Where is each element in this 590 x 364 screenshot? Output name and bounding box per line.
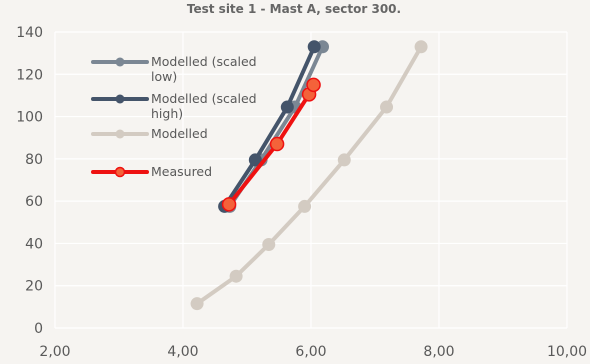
data-point <box>280 100 294 114</box>
data-point <box>306 77 321 93</box>
legend-entry: Measured <box>91 164 212 179</box>
x-tick-label: 8,00 <box>423 344 454 360</box>
legend-label: Measured <box>151 164 212 179</box>
x-tick-label: 10,00 <box>547 344 587 360</box>
data-point <box>414 40 428 54</box>
y-tick-label: 40 <box>25 236 43 252</box>
legend-label: high) <box>151 106 183 121</box>
data-point <box>298 199 312 213</box>
data-point <box>269 136 285 152</box>
legend-label: Modelled (scaled <box>151 54 257 69</box>
series-measured <box>221 77 321 212</box>
data-point <box>248 153 262 167</box>
series-modelled <box>190 40 428 311</box>
y-tick-label: 60 <box>25 194 43 210</box>
x-tick-label: 4,00 <box>167 344 198 360</box>
legend-entry: Modelled <box>91 126 208 141</box>
legend-swatch-marker <box>115 57 125 67</box>
series <box>190 40 428 311</box>
y-tick-label: 120 <box>16 67 43 83</box>
legend-label: Modelled (scaled <box>151 91 257 106</box>
data-point <box>190 297 204 311</box>
data-point <box>337 153 351 167</box>
data-point <box>380 100 394 114</box>
x-tick-label: 2,00 <box>39 344 70 360</box>
y-tick-label: 80 <box>25 152 43 168</box>
data-point <box>262 237 276 251</box>
data-point <box>229 269 243 283</box>
series-line <box>222 44 317 209</box>
tick-labels: 2,00 4,00 6,00 8,00 10,00 0 20 40 60 80 100 120 140 <box>16 25 587 360</box>
chart-title: Test site 1 - Mast A, sector 300. <box>187 2 401 16</box>
legend-swatch-marker <box>114 166 126 178</box>
y-tick-label: 0 <box>34 321 43 337</box>
legend-label: Modelled <box>151 126 208 141</box>
y-tick-label: 140 <box>16 25 43 41</box>
y-tick-label: 100 <box>16 110 43 126</box>
legend-label: low) <box>151 69 177 84</box>
y-tick-label: 20 <box>25 279 43 295</box>
legend-swatch-marker <box>115 94 125 104</box>
x-tick-label: 6,00 <box>295 344 326 360</box>
legend-swatch-marker <box>115 129 125 139</box>
data-point <box>221 197 237 212</box>
data-point <box>307 40 321 54</box>
